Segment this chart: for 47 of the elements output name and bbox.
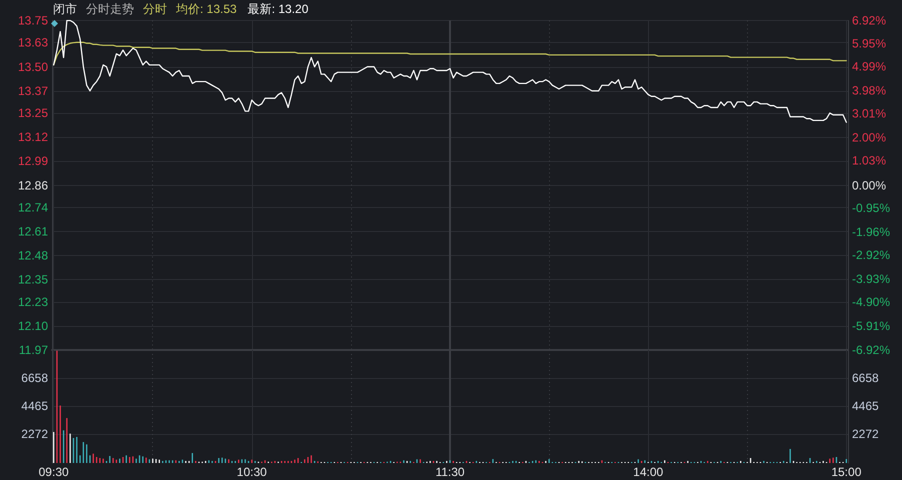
y2-tick-label: -4.90% — [852, 294, 890, 309]
y2-tick-label: 0.00% — [852, 178, 886, 192]
y2-tick-label: 5.95% — [852, 36, 886, 51]
y2-tick-label: 2272 — [852, 426, 880, 441]
y2-tick-label: 2.00% — [852, 130, 886, 145]
x-tick-label: 11:30 — [435, 465, 465, 479]
x-tick-label: 09:30 — [38, 465, 69, 479]
text: 均价: 13.53 — [175, 2, 238, 16]
y-tick-label: 12.74 — [18, 200, 48, 214]
y-tick-label: 11.97 — [18, 343, 48, 357]
x-tick-label: 14:00 — [633, 465, 664, 479]
y2-tick-label: -1.96% — [852, 224, 890, 239]
line-series — [53, 42, 847, 66]
y2-tick-label: -0.95% — [852, 200, 890, 215]
y-tick-label: 6658 — [21, 371, 48, 385]
y2-tick-label: -6.92% — [852, 343, 890, 357]
y2-tick-label: 1.03% — [852, 154, 886, 168]
y2-tick-label: 6.92% — [852, 14, 886, 28]
y2-tick-label: -3.93% — [852, 272, 890, 286]
y-tick-label: 12.10 — [18, 318, 48, 333]
y-tick-label: 12.48 — [18, 248, 48, 263]
y-tick-label: 12.35 — [18, 272, 48, 287]
y-tick-label: 4465 — [21, 398, 48, 413]
y2-tick-label: -5.91% — [852, 318, 890, 333]
y-tick-label: 13.25 — [18, 106, 48, 120]
y2-tick-label: 4465 — [852, 398, 880, 413]
text: 最新: 13.20 — [248, 2, 309, 16]
y-tick-label: 2272 — [21, 426, 48, 441]
text: 闭市 — [53, 2, 77, 16]
y2-tick-label: -2.92% — [852, 248, 890, 262]
y-tick-label: 13.75 — [18, 14, 48, 28]
x-tick-label: 15:00 — [831, 465, 862, 479]
legend-title: 分时 — [143, 2, 167, 16]
y-tick-label: 12.23 — [18, 294, 48, 309]
y2-tick-label: 4.99% — [852, 59, 886, 74]
y-tick-label: 13.12 — [18, 130, 48, 144]
y2-tick-label: 3.98% — [852, 83, 886, 98]
y-tick-label: 12.99 — [18, 154, 48, 168]
y-tick-label: 12.86 — [18, 178, 48, 192]
y2-tick-label: 3.01% — [852, 106, 886, 121]
y-tick-label: 12.61 — [18, 224, 48, 239]
chart-title: 分时走势 — [86, 2, 134, 16]
x-tick-label: 10:30 — [236, 465, 268, 479]
y-tick-label: 13.63 — [18, 36, 48, 50]
y2-tick-label: 6658 — [852, 371, 880, 385]
y-tick-label: 13.50 — [18, 60, 48, 74]
y-tick-label: 13.37 — [18, 84, 48, 98]
